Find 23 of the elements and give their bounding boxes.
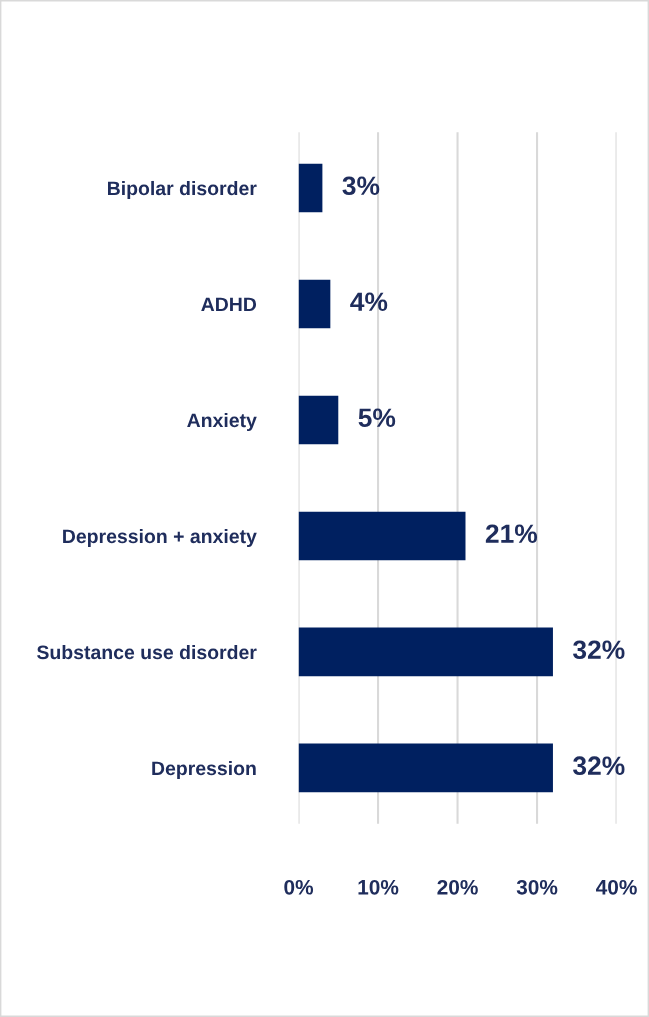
x-tick-label: 10% xyxy=(358,879,399,895)
bar xyxy=(298,627,553,677)
bar xyxy=(298,395,339,445)
y-tick-label: Depression xyxy=(152,760,256,780)
data-label: 4% xyxy=(350,292,388,312)
data-label: 5% xyxy=(358,408,396,428)
y-tick-label: Substance use disorder xyxy=(37,644,257,660)
y-tick-label: Anxiety xyxy=(187,412,257,432)
bar xyxy=(298,743,553,793)
x-tick-label: 0% xyxy=(284,879,314,895)
x-tick-label: 20% xyxy=(437,879,478,895)
y-tick-label: Depression + anxiety xyxy=(63,528,257,548)
y-tick-label: Bipolar disorder xyxy=(108,180,257,200)
bar xyxy=(298,163,323,213)
y-tick-label: ADHD xyxy=(201,297,257,312)
data-label: 32% xyxy=(573,756,625,776)
bar xyxy=(298,511,466,561)
x-tick-label: 40% xyxy=(596,879,637,895)
data-label: 21% xyxy=(485,524,538,544)
data-label: 32% xyxy=(573,640,625,660)
data-label: 3% xyxy=(342,176,380,196)
x-tick-label: 30% xyxy=(516,879,558,895)
bar xyxy=(298,279,331,329)
